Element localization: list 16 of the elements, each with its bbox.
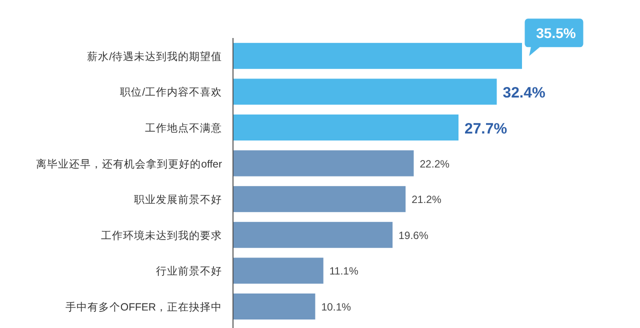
y-tick-label: 工作地点不满意 xyxy=(145,122,222,134)
y-tick-label: 薪水/待遇未达到我的期望值 xyxy=(87,50,222,63)
y-tick-label: 行业前景不好 xyxy=(156,264,222,278)
data-label: 35.5% xyxy=(536,24,576,41)
data-label: 27.7% xyxy=(464,120,508,138)
data-label: 32.4% xyxy=(502,84,546,102)
data-label: 10.1% xyxy=(321,302,352,314)
data-label: 11.1% xyxy=(329,266,358,278)
y-tick-label: 离毕业还早，还有机会拿到更好的offer xyxy=(36,157,222,170)
y-tick-label: 职位/工作内容不喜欢 xyxy=(120,86,222,99)
data-label: 22.2% xyxy=(420,158,450,170)
y-tick-label: 手中有多个OFFER，正在抉择中 xyxy=(65,300,222,314)
y-tick-label: 职业发展前景不好 xyxy=(134,193,222,206)
data-label: 21.2% xyxy=(412,194,442,206)
y-tick-label: 工作环境未达到我的要求 xyxy=(101,228,222,242)
data-label: 19.6% xyxy=(398,230,428,242)
